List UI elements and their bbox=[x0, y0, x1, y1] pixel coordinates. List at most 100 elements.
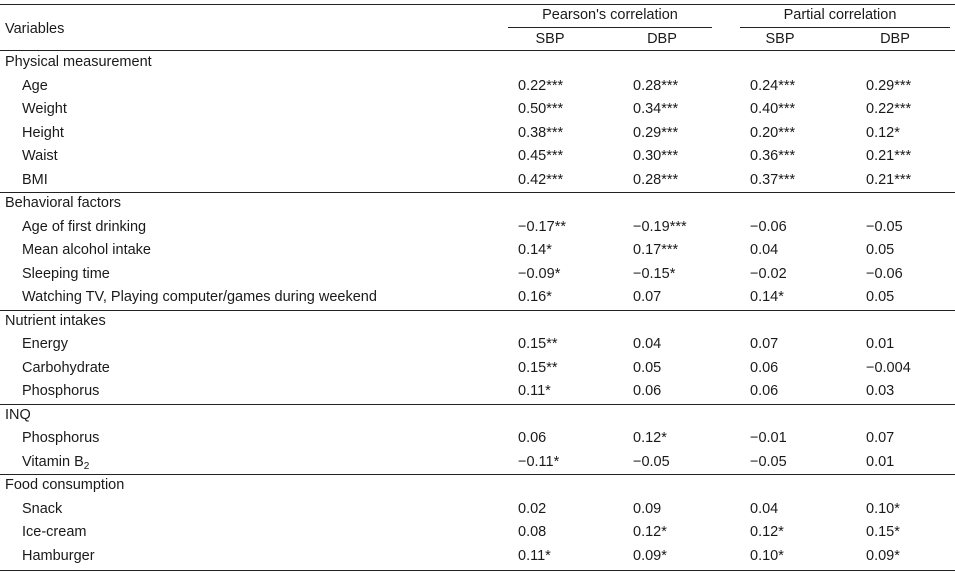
row-label-text: Weight bbox=[22, 101, 67, 117]
table-cell: 0.06 bbox=[518, 430, 547, 446]
table-cell: 0.07 bbox=[750, 336, 779, 352]
table-cell: 0.05 bbox=[866, 242, 895, 258]
table-cell: 0.20*** bbox=[750, 124, 796, 141]
row-label: Snack bbox=[22, 500, 62, 518]
row-label-text: Waist bbox=[22, 148, 58, 164]
header-variables: Variables bbox=[5, 21, 65, 37]
table-cell: 0.12* bbox=[750, 524, 784, 540]
table-cell: 0.05 bbox=[633, 359, 662, 376]
table-cell: 0.45*** bbox=[518, 148, 564, 164]
table-cell: 0.37*** bbox=[750, 171, 796, 188]
row-label: Mean alcohol intake bbox=[22, 241, 151, 259]
table-cell: −0.004 bbox=[866, 359, 911, 376]
table-cell: 0.04 bbox=[750, 500, 779, 517]
row-label-text: Watching TV, Playing computer/games duri… bbox=[22, 289, 377, 305]
section-title: INQ bbox=[5, 406, 31, 423]
row-label-text: Phosphorus bbox=[22, 383, 100, 399]
row-label-text: Age of first drinking bbox=[22, 218, 147, 235]
header-bottom-rule bbox=[0, 50, 955, 51]
table-cell: 0.15** bbox=[518, 336, 558, 352]
table-cell: 0.22*** bbox=[518, 77, 564, 94]
row-label-text: Phosphorus bbox=[22, 430, 100, 446]
row-label-text: BMI bbox=[22, 171, 48, 188]
table-cell: 0.28*** bbox=[633, 77, 679, 94]
header-sbp-partial: SBP bbox=[765, 31, 795, 47]
table-cell: −0.09* bbox=[518, 265, 561, 282]
table-cell: 0.04 bbox=[750, 242, 779, 258]
row-label-text: Snack bbox=[22, 500, 63, 517]
table-top-rule bbox=[0, 4, 955, 5]
table-cell: 0.12* bbox=[633, 524, 667, 540]
table-cell: 0.21*** bbox=[866, 171, 912, 188]
row-label: Ice-cream bbox=[22, 523, 86, 541]
row-label-text: Height bbox=[22, 124, 64, 141]
table-cell: 0.38*** bbox=[518, 124, 564, 141]
table-cell: 0.03 bbox=[866, 383, 895, 399]
table-cell: −0.11* bbox=[518, 453, 560, 470]
table-bottom-rule bbox=[0, 570, 955, 571]
row-label-text: Hamburger bbox=[22, 547, 95, 564]
header-dbp-partial: DBP bbox=[880, 31, 910, 47]
row-label: Watching TV, Playing computer/games duri… bbox=[22, 288, 377, 306]
section-divider bbox=[0, 192, 955, 193]
table-cell: 0.06 bbox=[633, 383, 662, 399]
table-cell: 0.29*** bbox=[866, 77, 912, 94]
row-label: Vitamin B2 bbox=[22, 453, 90, 472]
section-title: Physical measurement bbox=[5, 54, 152, 70]
table-cell: 0.21*** bbox=[866, 148, 912, 164]
header-pearson: Pearson's correlation bbox=[542, 7, 678, 23]
table-cell: 0.14* bbox=[750, 289, 784, 305]
table-cell: −0.06 bbox=[750, 218, 787, 235]
row-label-text: Ice-cream bbox=[22, 524, 87, 540]
row-label: Weight bbox=[22, 100, 67, 118]
table-cell: −0.17** bbox=[518, 218, 566, 235]
header-dbp-pearson: DBP bbox=[647, 31, 677, 47]
table-cell: 0.06 bbox=[750, 383, 779, 399]
row-label-text: Carbohydrate bbox=[22, 359, 110, 376]
table-cell: −0.15* bbox=[633, 265, 676, 282]
table-cell: −0.05 bbox=[750, 453, 787, 470]
section-divider bbox=[0, 309, 955, 311]
table-cell: 0.07 bbox=[866, 430, 895, 446]
table-cell: 0.09* bbox=[866, 547, 900, 564]
section-title: Nutrient intakes bbox=[5, 312, 106, 329]
row-label: Hamburger bbox=[22, 547, 95, 565]
table-cell: 0.24*** bbox=[750, 77, 796, 94]
row-label-text: Vitamin B bbox=[22, 453, 84, 470]
table-cell: 0.30*** bbox=[633, 148, 679, 164]
row-label: Phosphorus bbox=[22, 382, 99, 400]
table-cell: −0.19*** bbox=[633, 218, 687, 235]
table-cell: −0.06 bbox=[866, 265, 903, 282]
table-cell: 0.42*** bbox=[518, 171, 564, 188]
table-cell: 0.15* bbox=[866, 524, 900, 540]
table-cell: 0.12* bbox=[633, 430, 667, 446]
table-cell: 0.06 bbox=[750, 359, 779, 376]
table-cell: 0.29*** bbox=[633, 124, 679, 141]
table-cell: 0.40*** bbox=[750, 101, 796, 117]
table-cell: 0.09* bbox=[633, 547, 667, 564]
row-label-subscript: 2 bbox=[83, 460, 90, 472]
row-label: Age bbox=[22, 77, 48, 95]
table-cell: 0.07 bbox=[633, 289, 662, 305]
table-cell: 0.50*** bbox=[518, 101, 564, 117]
section-title: Food consumption bbox=[5, 477, 125, 493]
row-label: Waist bbox=[22, 147, 58, 165]
table-cell: 0.08 bbox=[518, 524, 547, 540]
row-label-text: Energy bbox=[22, 336, 68, 352]
table-cell: 0.22*** bbox=[866, 101, 912, 117]
partial-underline bbox=[740, 27, 950, 28]
table-cell: 0.14* bbox=[518, 242, 552, 258]
table-cell: −0.05 bbox=[866, 218, 903, 235]
table-cell: 0.01 bbox=[866, 453, 895, 470]
table-cell: 0.28*** bbox=[633, 171, 679, 188]
table-cell: 0.34*** bbox=[633, 101, 679, 117]
row-label: Phosphorus bbox=[22, 429, 99, 447]
row-label: Energy bbox=[22, 335, 68, 353]
section-title: Behavioral factors bbox=[5, 195, 122, 211]
table-cell: 0.04 bbox=[633, 336, 662, 352]
pearson-underline bbox=[508, 27, 712, 28]
row-label: Sleeping time bbox=[22, 265, 110, 283]
table-cell: 0.16* bbox=[518, 289, 552, 305]
table-cell: 0.11* bbox=[518, 547, 551, 564]
